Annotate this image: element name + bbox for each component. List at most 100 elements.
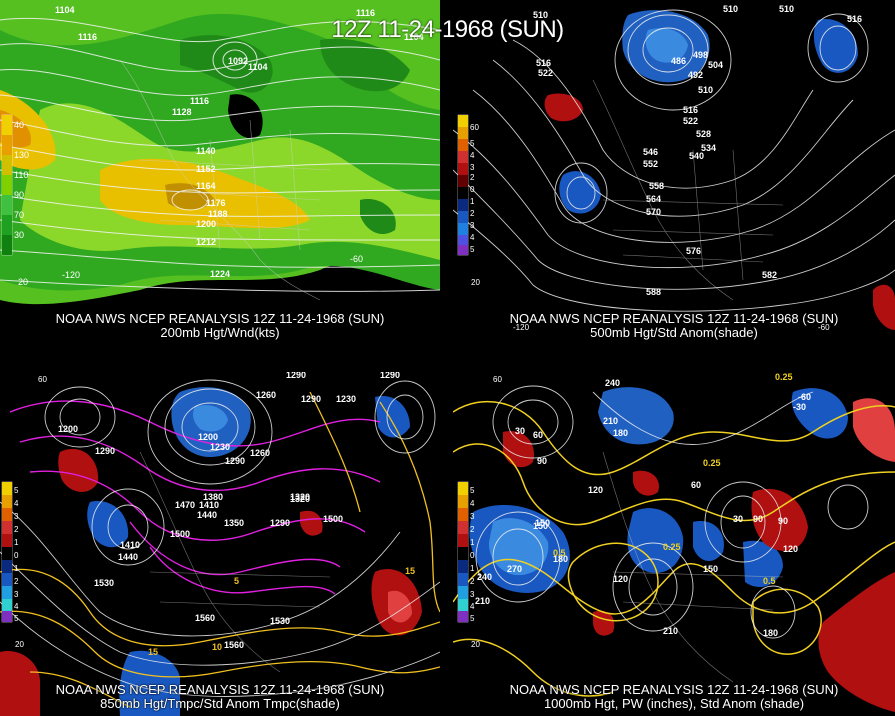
p4-legend-label: 1 [470, 538, 475, 547]
p2-legend-label: 2 [470, 173, 475, 182]
contour-label: 1440 [197, 510, 217, 520]
contour-label: 90 [753, 514, 763, 524]
contour-label: 1200 [196, 219, 216, 229]
contour-label: 60 [533, 430, 543, 440]
contour-label: 528 [696, 129, 711, 139]
contour-label: 1290 [95, 446, 115, 456]
panel-200mb-height-wind: 40 130 110 90 70 30 20 -120 -60 1104 111… [0, 0, 440, 345]
p1-caption-source: NOAA NWS NCEP REANALYSIS 12Z 11-24-1968 … [55, 311, 385, 326]
contour-label: 1188 [208, 209, 228, 219]
contour-label: 30 [733, 514, 743, 524]
contour-label: 1104 [55, 5, 75, 15]
p2-axis-label: -120 [513, 323, 530, 332]
contour-label: 558 [649, 181, 664, 191]
contour-label: 1092 [228, 56, 248, 66]
p2-caption-field: 500mb Hgt/Std Anom(shade) [590, 325, 758, 340]
contour-label: 90 [778, 516, 788, 526]
contour-label: 546 [643, 147, 658, 157]
p2-legend-label: 5 [470, 139, 475, 148]
p1-axis-label: -60 [350, 254, 363, 264]
p3-legend-label: 1 [14, 538, 19, 547]
contour-label: 150 [535, 518, 550, 528]
contour-label: 180 [553, 554, 568, 564]
contour-label: 120 [588, 485, 603, 495]
p1-legend-label: 130 [14, 150, 29, 160]
contour-label: 504 [708, 60, 723, 70]
p2-legend-label: 3 [470, 221, 475, 230]
contour-label: 1290 [380, 372, 400, 380]
contour-label: 1104 [248, 62, 268, 72]
contour-label: 150 [703, 564, 718, 574]
p3-legend-label: 5 [14, 614, 19, 623]
contour-label: 240 [605, 378, 620, 388]
contour-label: 1440 [118, 552, 138, 562]
contour-label: 15 [405, 566, 415, 576]
p2-axis-label: 20 [471, 278, 480, 287]
p3-axis-label: 20 [15, 640, 24, 649]
contour-label: 516 [536, 58, 551, 68]
contour-label: 552 [643, 159, 658, 169]
contour-label: 1224 [210, 269, 230, 279]
contour-label: 1104 [404, 32, 424, 42]
contour-label: 60 [691, 480, 701, 490]
contour-label: 1116 [356, 8, 375, 18]
contour-label: 1560 [224, 640, 244, 650]
contour-label: 210 [475, 596, 490, 606]
p2-legend-label: 1 [470, 197, 475, 206]
contour-label: 522 [538, 68, 553, 78]
contour-label: 1212 [196, 237, 216, 247]
contour-label: 1290 [301, 394, 321, 404]
contour-label: 0.25 [703, 458, 721, 468]
contour-label: 180 [763, 628, 778, 638]
p3-legend-label: 1 [14, 564, 19, 573]
p4-axis-label: 20 [471, 640, 480, 649]
p2-legend-label: 4 [470, 233, 475, 242]
contour-label: 30 [515, 426, 525, 436]
contour-label: 90 [537, 456, 547, 466]
p3-legend-label: 5 [14, 486, 19, 495]
contour-label: 516 [847, 14, 862, 24]
contour-label: 1560 [195, 613, 215, 623]
contour-label: 570 [646, 207, 661, 217]
p3-legend-label: 3 [14, 590, 19, 599]
contour-label: 1260 [250, 448, 270, 458]
contour-label: 210 [603, 416, 618, 426]
panel-500mb-height-anomaly: 60 5 4 3 2 0 1 2 3 4 5 20 -120 -60 510 5… [453, 0, 895, 345]
p4-caption-field: 1000mb Hgt, PW (inches), Std Anom (shade… [543, 696, 805, 711]
contour-label: 0.25 [775, 372, 793, 382]
p2-caption-source: NOAA NWS NCEP REANALYSIS 12Z 11-24-1968 … [509, 311, 839, 326]
contour-label: 1500 [323, 514, 343, 524]
p4-legend-label: 4 [470, 602, 475, 611]
p3-legend-label: 4 [14, 499, 19, 508]
p3-legend-label: 3 [14, 512, 19, 521]
contour-label: 492 [688, 70, 703, 80]
contour-label: 1230 [210, 442, 230, 452]
contour-label: 564 [646, 194, 661, 204]
contour-label: 1290 [286, 372, 306, 380]
contour-label: 582 [762, 270, 777, 280]
p3-legend [1, 481, 13, 623]
contour-label: -60 [798, 392, 811, 402]
p1-legend-label: 110 [14, 170, 28, 180]
contour-label: 120 [613, 574, 628, 584]
contour-label: 0.5 [553, 548, 566, 558]
p4-axis-label: 60 [493, 375, 502, 384]
main-title: 12Z 11-24-1968 (SUN) [331, 16, 564, 43]
contour-label: 1116 [190, 96, 209, 106]
p2-legend-label: 60 [470, 123, 479, 132]
contour-label: 1140 [196, 146, 216, 156]
contour-label: 540 [689, 151, 704, 161]
contour-label: 1200 [58, 424, 78, 434]
contour-label: 1380 [203, 492, 223, 502]
p2-legend-label: 0 [470, 185, 475, 194]
contour-label: 1152 [196, 164, 216, 174]
contour-label: 510 [723, 4, 738, 14]
contour-label: 1290 [270, 518, 290, 528]
contour-label: 0.25 [663, 542, 681, 552]
p4-legend-label: 3 [470, 512, 475, 521]
contour-label: 510 [698, 85, 713, 95]
contour-label: 15 [148, 647, 158, 657]
p4-legend-label: 3 [470, 590, 475, 599]
p1-legend [1, 114, 13, 256]
contour-label: 576 [686, 246, 701, 256]
